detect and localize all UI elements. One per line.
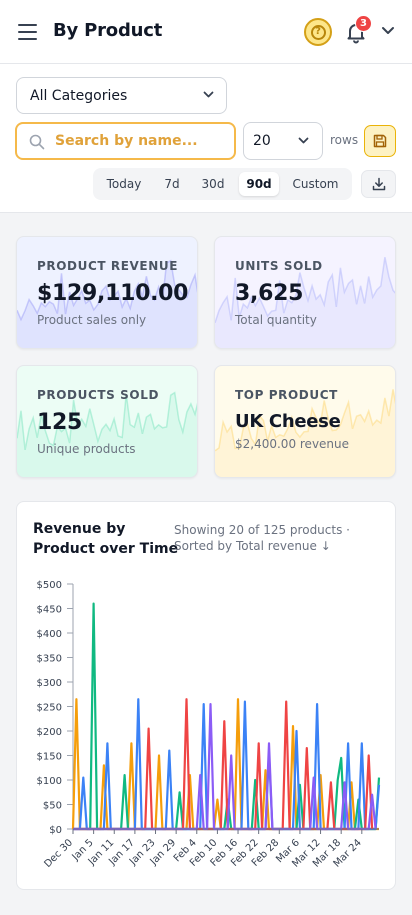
range-custom[interactable]: Custom xyxy=(292,177,339,191)
sparkline-area xyxy=(17,392,197,477)
date-range-selector: Today 7d 30d 90d Custom xyxy=(93,168,352,200)
kpi-subtext: Unique products xyxy=(37,442,136,456)
rows-label: rows xyxy=(330,133,359,147)
revenue-chart-card: Revenue by Product over Time Showing 20 … xyxy=(16,501,396,890)
y-tick-label: $500 xyxy=(37,580,62,591)
y-tick-label: $400 xyxy=(37,629,62,640)
rows-select-value: 20 xyxy=(253,133,271,149)
range-7d[interactable]: 7d xyxy=(164,177,180,191)
chevron-down-icon[interactable] xyxy=(381,26,395,36)
series-line-3 xyxy=(73,698,374,831)
page-title: By Product xyxy=(53,20,163,41)
rows-select[interactable]: 20 xyxy=(243,122,323,160)
sparkline-area xyxy=(215,389,395,477)
kpi-label: PRODUCTS SOLD xyxy=(37,388,160,402)
range-today[interactable]: Today xyxy=(106,177,142,191)
kpi-card-units-sold: UNITS SOLD 3,625 Total quantity xyxy=(214,236,396,349)
y-tick-label: $250 xyxy=(37,703,62,714)
kpi-label: TOP PRODUCT xyxy=(235,388,338,402)
export-button[interactable] xyxy=(361,170,396,198)
y-tick-label: $200 xyxy=(37,727,62,738)
sparkline xyxy=(215,389,395,477)
sparkline-line xyxy=(17,391,197,451)
sparkline xyxy=(215,257,395,348)
y-tick-label: $450 xyxy=(37,605,62,616)
sparkline xyxy=(17,259,197,348)
chart-title: Revenue by Product over Time xyxy=(33,521,179,557)
kpi-value: $129,110.00 xyxy=(37,281,189,306)
menu-icon[interactable] xyxy=(18,24,37,40)
kpi-subtext: Total quantity xyxy=(235,313,317,327)
save-icon xyxy=(373,134,387,148)
search-box[interactable] xyxy=(15,122,236,160)
kpi-value: UK Cheese xyxy=(235,411,341,432)
save-view-button[interactable] xyxy=(364,125,396,157)
kpi-value: 125 xyxy=(37,410,83,435)
chart-meta: Showing 20 of 125 products · Sorted by T… xyxy=(174,523,350,553)
question-icon: ? xyxy=(310,24,326,40)
category-select[interactable]: All Categories xyxy=(16,77,227,114)
filter-bar: All Categories 20 rows Today 7d 30d 90d … xyxy=(0,64,412,213)
help-button[interactable]: ? xyxy=(304,18,332,46)
sparkline-line xyxy=(215,257,395,324)
y-tick-label: $300 xyxy=(37,678,62,689)
range-30d[interactable]: 30d xyxy=(201,177,225,191)
search-input[interactable] xyxy=(55,131,225,151)
y-tick-label: $100 xyxy=(37,776,62,787)
series-line-2 xyxy=(73,698,381,831)
revenue-line-chart: $0 $50 $100 $150 $200 $250 $300 $350 $400 $450 $50… xyxy=(37,580,381,870)
kpi-card-product-revenue: PRODUCT REVENUE $129,110.00 Product sale… xyxy=(16,236,198,349)
x-tick-label: Dec 30 xyxy=(42,837,75,870)
kpi-card-products-sold: PRODUCTS SOLD 125 Unique products xyxy=(16,365,198,478)
sparkline-line xyxy=(17,259,197,322)
chevron-down-icon xyxy=(298,137,309,144)
range-90d[interactable]: 90d xyxy=(239,172,279,196)
y-tick-label: $350 xyxy=(37,654,62,665)
chevron-down-icon xyxy=(203,91,214,98)
search-icon xyxy=(29,134,45,150)
top-bar: By Product ? 3 xyxy=(0,0,412,64)
notification-badge: 3 xyxy=(355,15,372,32)
kpi-subtext: Product sales only xyxy=(37,313,147,327)
kpi-label: UNITS SOLD xyxy=(235,259,323,273)
kpi-card-top-product: TOP PRODUCT UK Cheese $2,400.00 revenue xyxy=(214,365,396,478)
sparkline-area xyxy=(215,257,395,348)
download-icon xyxy=(372,177,385,191)
kpi-subtext: $2,400.00 revenue xyxy=(235,437,350,451)
sparkline xyxy=(17,391,197,477)
y-tick-label: $50 xyxy=(43,801,62,812)
category-select-value: All Categories xyxy=(30,88,128,104)
kpi-label: PRODUCT REVENUE xyxy=(37,259,179,273)
kpi-value: 3,625 xyxy=(235,281,304,306)
y-tick-label: $150 xyxy=(37,752,62,763)
sparkline-area xyxy=(17,260,197,348)
sparkline-line xyxy=(215,389,395,452)
y-tick-label: $0 xyxy=(49,825,62,836)
